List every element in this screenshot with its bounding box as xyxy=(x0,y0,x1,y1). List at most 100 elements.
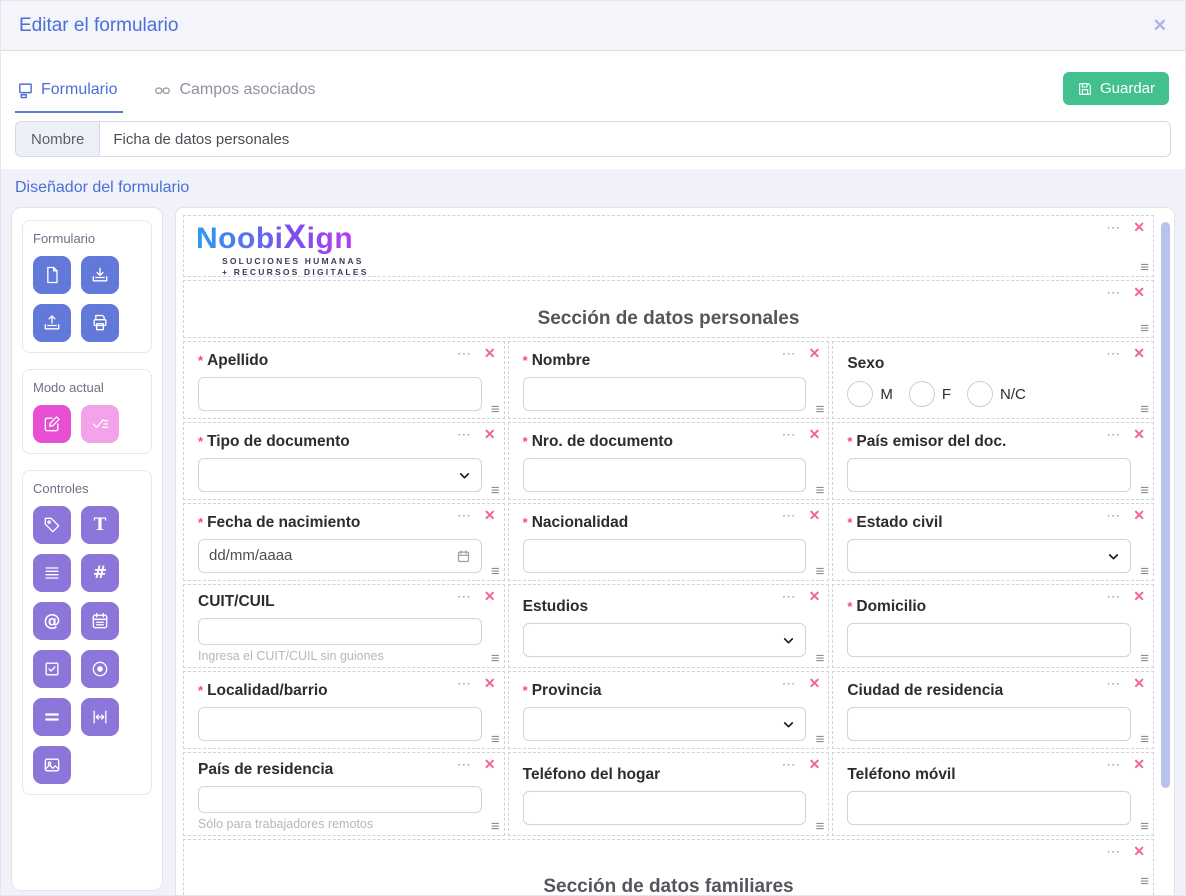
field-text-input[interactable] xyxy=(198,376,482,411)
form-field-block[interactable]: ⋯ ✕ * Nro. de documento ≡ xyxy=(507,422,830,500)
radio-circle-icon[interactable] xyxy=(908,381,935,407)
field-options-icon[interactable]: ⋯ xyxy=(781,426,797,442)
form-field-block[interactable]: ⋯ ✕ * Nombre ≡ xyxy=(507,341,830,419)
field-options-icon[interactable]: ⋯ xyxy=(1106,756,1122,772)
drag-handle-icon[interactable]: ≡ xyxy=(1140,401,1149,418)
field-delete-icon[interactable]: ✕ xyxy=(1133,588,1145,604)
section-block-personales[interactable]: ⋯ ✕ Sección de datos personales ≡ xyxy=(183,280,1154,338)
form-field-block[interactable]: ⋯ ✕ Estudios ≡ xyxy=(507,584,830,668)
radio-circle-icon[interactable] xyxy=(847,381,874,407)
canvas-scrollbar[interactable] xyxy=(1161,222,1170,788)
tag-control-button[interactable] xyxy=(33,506,71,544)
field-text-input[interactable] xyxy=(198,706,482,741)
field-options-icon[interactable]: ⋯ xyxy=(456,588,472,604)
drag-handle-icon[interactable]: ≡ xyxy=(490,818,500,835)
field-select[interactable] xyxy=(198,457,482,492)
form-field-block[interactable]: ⋯ ✕ * Localidad/barrio ≡ xyxy=(183,671,505,749)
field-delete-icon[interactable]: ✕ xyxy=(483,588,496,604)
field-date-input[interactable]: dd/mm/aaaa xyxy=(198,538,482,573)
form-field-block[interactable]: ⋯ ✕ Teléfono móvil ≡ xyxy=(832,752,1154,836)
field-text-input[interactable] xyxy=(847,790,1131,825)
import-button[interactable] xyxy=(81,256,119,294)
close-icon[interactable]: ✕ xyxy=(1152,15,1167,35)
radio-option[interactable]: F xyxy=(908,381,951,407)
field-delete-icon[interactable]: ✕ xyxy=(483,675,496,691)
export-button[interactable] xyxy=(33,304,71,342)
field-options-icon[interactable]: ⋯ xyxy=(1106,675,1122,691)
field-options-icon[interactable]: ⋯ xyxy=(781,675,797,691)
spacer-control-button[interactable] xyxy=(81,698,119,736)
field-delete-icon[interactable]: ✕ xyxy=(808,588,821,604)
field-text-input[interactable] xyxy=(522,376,807,411)
radio-option[interactable]: N/C xyxy=(967,381,1026,407)
image-control-button[interactable] xyxy=(33,746,71,784)
field-options-icon[interactable]: ⋯ xyxy=(781,756,797,772)
drag-handle-icon[interactable]: ≡ xyxy=(490,731,500,748)
field-text-input[interactable] xyxy=(198,618,482,645)
block-delete-icon[interactable]: ✕ xyxy=(1133,843,1145,859)
field-options-icon[interactable]: ⋯ xyxy=(781,588,797,604)
drag-handle-icon[interactable]: ≡ xyxy=(1140,873,1149,890)
radio-option[interactable]: M xyxy=(847,381,893,407)
form-field-block[interactable]: ⋯ ✕ * Provincia ≡ xyxy=(507,671,830,749)
text-control-button[interactable]: T xyxy=(81,506,119,544)
drag-handle-icon[interactable]: ≡ xyxy=(1140,731,1149,748)
field-options-icon[interactable]: ⋯ xyxy=(1106,507,1122,523)
form-field-block[interactable]: ⋯ ✕ * País emisor del doc. ≡ xyxy=(832,422,1154,500)
drag-handle-icon[interactable]: ≡ xyxy=(1140,818,1149,835)
save-button[interactable]: Guardar xyxy=(1062,72,1169,105)
drag-handle-icon[interactable]: ≡ xyxy=(815,650,825,667)
field-delete-icon[interactable]: ✕ xyxy=(808,345,821,361)
field-delete-icon[interactable]: ✕ xyxy=(808,426,821,442)
field-select[interactable] xyxy=(847,538,1131,573)
drag-handle-icon[interactable]: ≡ xyxy=(815,731,825,748)
form-field-block[interactable]: ⋯ ✕ Sexo M F N/C ≡ xyxy=(832,341,1154,419)
form-field-block[interactable]: ⋯ ✕ * Estado civil ≡ xyxy=(832,503,1154,581)
field-select[interactable] xyxy=(522,622,807,657)
new-document-button[interactable] xyxy=(33,256,71,294)
drag-handle-icon[interactable]: ≡ xyxy=(815,563,825,580)
field-options-icon[interactable]: ⋯ xyxy=(1106,426,1122,442)
field-options-icon[interactable]: ⋯ xyxy=(456,345,472,361)
drag-handle-icon[interactable]: ≡ xyxy=(1140,320,1149,337)
drag-handle-icon[interactable]: ≡ xyxy=(815,818,825,835)
drag-handle-icon[interactable]: ≡ xyxy=(490,650,500,667)
field-text-input[interactable] xyxy=(847,706,1131,741)
field-options-icon[interactable]: ⋯ xyxy=(456,507,472,523)
form-field-block[interactable]: ⋯ ✕ * Tipo de documento ≡ xyxy=(183,422,505,500)
drag-handle-icon[interactable]: ≡ xyxy=(1140,563,1149,580)
form-field-block[interactable]: ⋯ ✕ Teléfono del hogar ≡ xyxy=(507,752,830,836)
block-options-icon[interactable]: ⋯ xyxy=(1106,219,1122,235)
field-text-input[interactable] xyxy=(847,622,1131,657)
field-delete-icon[interactable]: ✕ xyxy=(1133,426,1145,442)
field-text-input[interactable] xyxy=(198,786,482,813)
field-delete-icon[interactable]: ✕ xyxy=(483,507,496,523)
field-options-icon[interactable]: ⋯ xyxy=(1106,588,1122,604)
field-delete-icon[interactable]: ✕ xyxy=(1133,507,1145,523)
field-delete-icon[interactable]: ✕ xyxy=(483,426,496,442)
field-options-icon[interactable]: ⋯ xyxy=(456,426,472,442)
field-delete-icon[interactable]: ✕ xyxy=(1133,756,1145,772)
validate-mode-button[interactable] xyxy=(81,405,119,443)
select-control-button[interactable] xyxy=(33,698,71,736)
field-delete-icon[interactable]: ✕ xyxy=(808,507,821,523)
drag-handle-icon[interactable]: ≡ xyxy=(490,401,500,418)
field-options-icon[interactable]: ⋯ xyxy=(781,345,797,361)
block-options-icon[interactable]: ⋯ xyxy=(1106,843,1122,859)
drag-handle-icon[interactable]: ≡ xyxy=(490,482,500,499)
form-field-block[interactable]: ⋯ ✕ País de residencia Sólo para trabaja… xyxy=(183,752,505,836)
form-field-block[interactable]: ⋯ ✕ * Nacionalidad ≡ xyxy=(507,503,830,581)
name-field-input[interactable] xyxy=(99,121,1171,157)
form-field-block[interactable]: ⋯ ✕ * Domicilio ≡ xyxy=(832,584,1154,668)
field-delete-icon[interactable]: ✕ xyxy=(1133,345,1145,361)
drag-handle-icon[interactable]: ≡ xyxy=(815,482,825,499)
date-control-button[interactable] xyxy=(81,602,119,640)
drag-handle-icon[interactable]: ≡ xyxy=(490,563,500,580)
logo-block[interactable]: ⋯ ✕ NoobiXign SOLUCIONES HUMANAS + RECUR… xyxy=(183,215,1154,277)
edit-mode-button[interactable] xyxy=(33,405,71,443)
field-options-icon[interactable]: ⋯ xyxy=(456,675,472,691)
radio-control-button[interactable] xyxy=(81,650,119,688)
radio-circle-icon[interactable] xyxy=(967,381,993,407)
print-pdf-button[interactable] xyxy=(81,304,119,342)
form-field-block[interactable]: ⋯ ✕ * Fecha de nacimiento dd/mm/aaaa ≡ xyxy=(183,503,505,581)
